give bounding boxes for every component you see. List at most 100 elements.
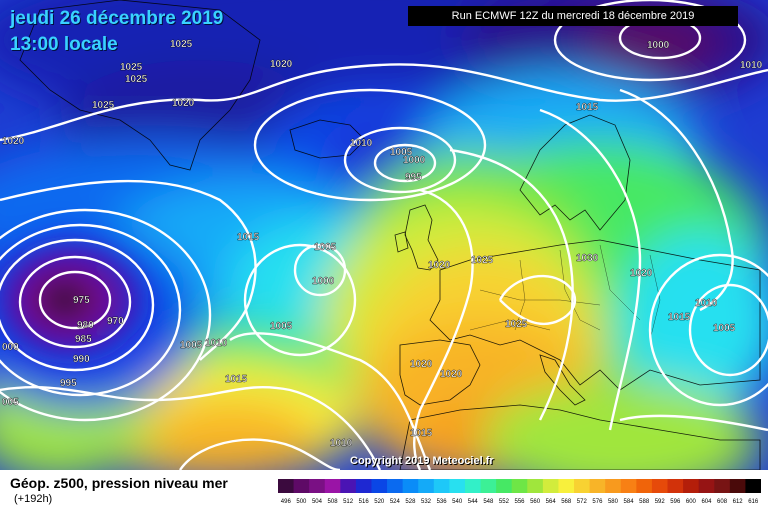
pressure-label: 1030 (576, 253, 599, 264)
pressure-label: 1025 (471, 255, 494, 266)
pressure-label: 1025 (92, 100, 115, 111)
scale-swatch (496, 479, 513, 493)
pressure-label: 995 (60, 378, 77, 389)
pressure-label: 975 (73, 295, 90, 306)
pressure-label: 1020 (2, 136, 25, 147)
scale-label: 612 (733, 499, 744, 505)
pressure-label: 1010 (350, 138, 373, 149)
coastlines (19, 0, 761, 470)
scale-label: 552 (499, 499, 510, 505)
legend-subtitle: (+192h) (14, 493, 53, 505)
pressure-label: 000 (2, 342, 19, 353)
scale-label: 564 (546, 499, 557, 505)
scale-swatch (651, 479, 669, 493)
scale-swatch (620, 479, 637, 493)
pressure-label: 1015 (576, 102, 599, 113)
pressure-label: 1010 (205, 338, 228, 349)
scale-swatch (309, 479, 326, 493)
scale-label: 528 (405, 499, 416, 505)
scale-label: 540 (452, 499, 463, 505)
scale-swatch (278, 479, 295, 493)
scale-swatch (574, 479, 591, 493)
scale-label: 600 (686, 499, 697, 505)
pressure-label: 1015 (237, 232, 260, 243)
scale-swatch (355, 479, 372, 493)
forecast-time: 13:00 locale (10, 34, 118, 55)
scale-label: 524 (390, 499, 401, 505)
pressure-label: 1005 (390, 147, 413, 158)
pressure-label: 1010 (330, 438, 353, 449)
pressure-label: 1025 (170, 39, 193, 50)
scale-label: 576 (592, 499, 603, 505)
scale-swatch (542, 479, 559, 493)
pressure-label: 1005 (270, 321, 293, 332)
pressure-label: 1005 (314, 242, 337, 253)
scale-label: 556 (514, 499, 525, 505)
scale-label: 592 (655, 499, 666, 505)
forecast-date: jeudi 26 décembre 2019 (10, 8, 224, 29)
scale-swatch (745, 479, 761, 493)
legend-title: Géop. z500, pression niveau mer (10, 475, 228, 491)
pressure-label: 1005 (180, 340, 203, 351)
pressure-label: 1015 (410, 428, 433, 439)
scale-swatch (433, 479, 450, 493)
legend-footer: Géop. z500, pression niveau mer (+192h) … (0, 470, 768, 512)
pressure-label: 1015 (225, 374, 248, 385)
color-scale: 496 500 504 508 512 516 520 524 528 532 536 540 544 5… (278, 479, 761, 505)
scale-swatch (293, 479, 310, 493)
scale-swatch (387, 479, 404, 493)
scale-swatch (340, 479, 357, 493)
scale-swatch (683, 479, 700, 493)
scale-label: 512 (343, 499, 354, 505)
scale-label: 496 (281, 499, 292, 505)
scale-swatch (605, 479, 622, 493)
scale-label: 544 (468, 499, 479, 505)
scale-swatch (558, 479, 575, 493)
scale-label: 568 (561, 499, 572, 505)
scale-swatch (729, 479, 746, 493)
pressure-label: 980 (77, 320, 94, 331)
scale-label: 596 (670, 499, 681, 505)
pressure-label: 1020 (410, 359, 433, 370)
pressure-label: 1010 (695, 298, 718, 309)
scale-swatch (402, 479, 419, 493)
scale-label: 608 (717, 499, 728, 505)
scale-swatch (636, 479, 653, 493)
scale-label: 500 (296, 499, 307, 505)
pressure-label: 1010 (740, 60, 763, 71)
geopotential-fill (0, 0, 768, 470)
pressure-label: 1020 (440, 369, 463, 380)
scale-label: 560 (530, 499, 541, 505)
pressure-label: 985 (75, 334, 92, 345)
scale-swatch (714, 479, 731, 493)
pressure-label: 1020 (630, 268, 653, 279)
scale-swatch (324, 479, 341, 493)
scale-label: 508 (328, 499, 339, 505)
pressure-label: 970 (107, 316, 124, 327)
scale-label: 580 (608, 499, 619, 505)
scale-label: 616 (748, 499, 759, 505)
scale-swatch (371, 479, 388, 493)
pressure-label: 005 (2, 397, 19, 408)
scale-label: 588 (639, 499, 650, 505)
scale-label: 572 (577, 499, 588, 505)
scale-swatch (527, 479, 544, 493)
copyright: Copyright 2019 Meteociel.fr (350, 455, 494, 467)
weather-map: 1025 1025 1025 1025 1020 1020 1020 1000 … (0, 0, 768, 470)
pressure-label: 1005 (713, 323, 736, 334)
scale-label: 520 (374, 499, 385, 505)
scale-swatch (667, 479, 684, 493)
scale-label: 536 (437, 499, 448, 505)
scale-swatch (589, 479, 606, 493)
scale-swatch (511, 479, 528, 493)
pressure-label: 995 (405, 172, 422, 183)
pressure-label: 1025 (125, 74, 148, 85)
scale-swatch (480, 479, 497, 493)
pressure-labels: 1025 1025 1025 1025 1020 1020 1020 1000 … (2, 39, 763, 449)
pressure-label: 1000 (312, 276, 335, 287)
pressure-label: 1020 (428, 260, 451, 271)
pressure-label: 1000 (647, 40, 670, 51)
pressure-label: 1025 (120, 62, 143, 73)
isobars (0, 0, 768, 470)
